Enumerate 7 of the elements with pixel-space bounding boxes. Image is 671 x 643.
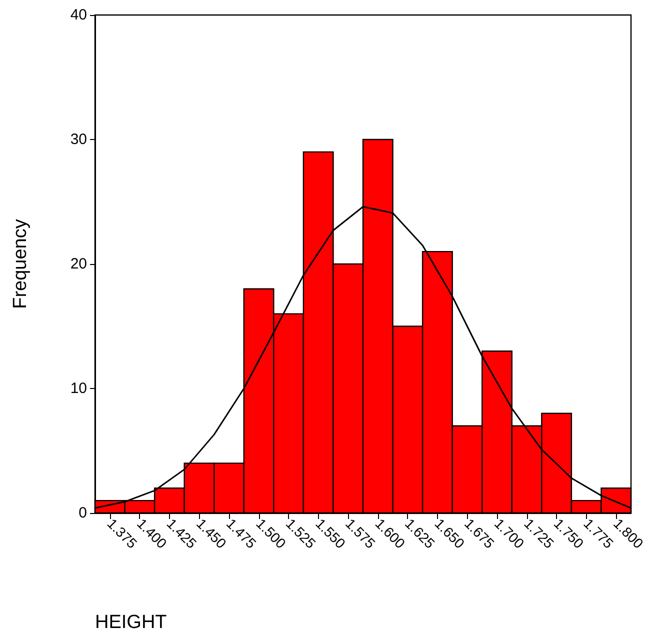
y-tick-label: 30 [70,131,87,148]
y-tick-label: 40 [70,6,87,24]
y-tick-label: 10 [70,380,87,397]
y-tick-label: 0 [78,504,87,522]
y-tick-label: 20 [70,256,87,272]
x-axis-title: HEIGHT [95,612,168,633]
y-axis-title: Frequency [10,218,31,309]
